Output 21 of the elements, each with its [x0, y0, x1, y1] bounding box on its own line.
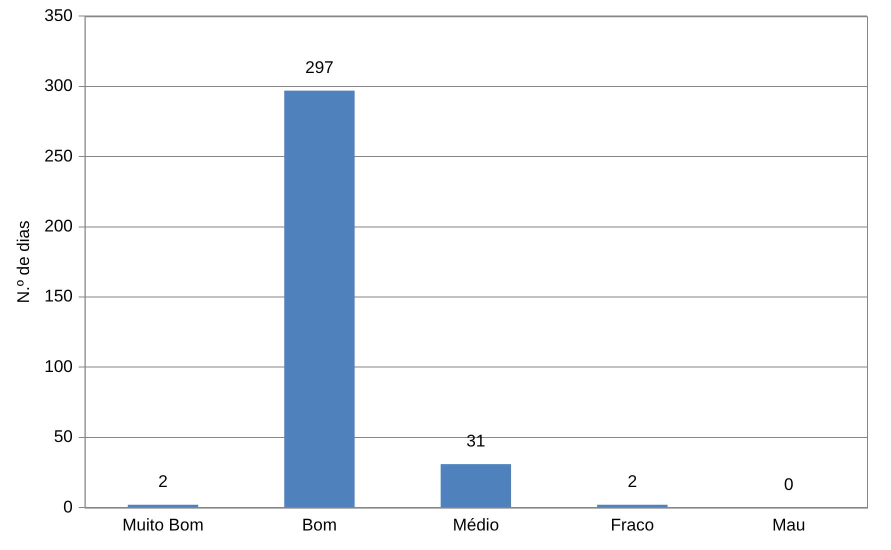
y-tick-label: 350	[44, 6, 73, 25]
y-axis-title: N.º de dias	[14, 220, 33, 304]
data-label: 2	[628, 472, 638, 491]
data-label: 31	[466, 431, 486, 450]
x-tick-label: Mau	[772, 515, 806, 534]
x-tick-label: Fraco	[610, 515, 654, 534]
x-tick-label: Bom	[302, 515, 337, 534]
y-tick-label: 100	[44, 356, 73, 376]
data-label: 0	[784, 474, 794, 494]
y-tick-label: 300	[44, 76, 73, 96]
bar	[440, 464, 512, 508]
x-tick-label: Muito Bom	[122, 515, 204, 534]
y-tick-label: 150	[44, 286, 73, 306]
x-tick-label: Médio	[452, 515, 500, 534]
data-label: 2	[158, 472, 168, 491]
y-tick-label: 250	[44, 146, 73, 166]
data-label: 297	[305, 58, 334, 77]
bar	[284, 90, 355, 508]
y-tick-label: 50	[54, 427, 73, 446]
y-tick-label: 200	[44, 216, 73, 236]
y-tick-label: 0	[63, 497, 73, 516]
